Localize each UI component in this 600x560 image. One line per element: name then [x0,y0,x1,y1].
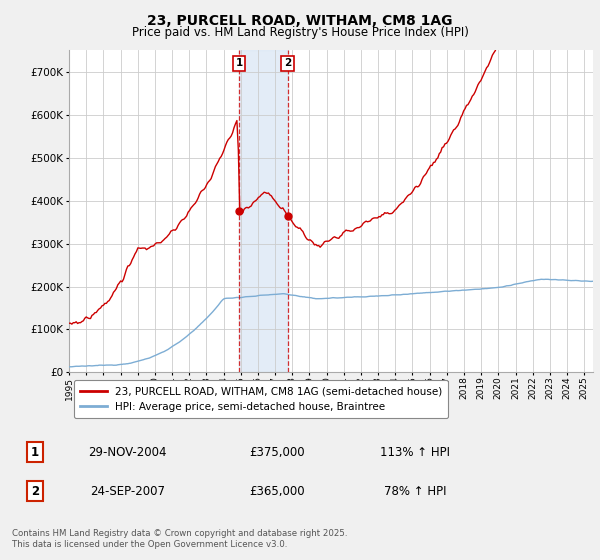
Bar [239,50,287,372]
Text: £365,000: £365,000 [249,485,305,498]
Text: 2: 2 [284,58,291,68]
Text: 24-SEP-2007: 24-SEP-2007 [90,485,164,498]
Text: £375,000: £375,000 [249,446,305,459]
Text: 23, PURCELL ROAD, WITHAM, CM8 1AG: 23, PURCELL ROAD, WITHAM, CM8 1AG [147,14,453,28]
Text: 1: 1 [31,446,39,459]
Text: 29-NOV-2004: 29-NOV-2004 [88,446,166,459]
Text: Contains HM Land Registry data © Crown copyright and database right 2025.
This d: Contains HM Land Registry data © Crown c… [12,529,347,549]
Legend: 23, PURCELL ROAD, WITHAM, CM8 1AG (semi-detached house), HPI: Average price, sem: 23, PURCELL ROAD, WITHAM, CM8 1AG (semi-… [74,380,448,418]
Text: 1: 1 [236,58,243,68]
Text: Price paid vs. HM Land Registry's House Price Index (HPI): Price paid vs. HM Land Registry's House … [131,26,469,39]
Text: 78% ↑ HPI: 78% ↑ HPI [384,485,446,498]
Text: 2: 2 [31,485,39,498]
Text: 113% ↑ HPI: 113% ↑ HPI [380,446,450,459]
